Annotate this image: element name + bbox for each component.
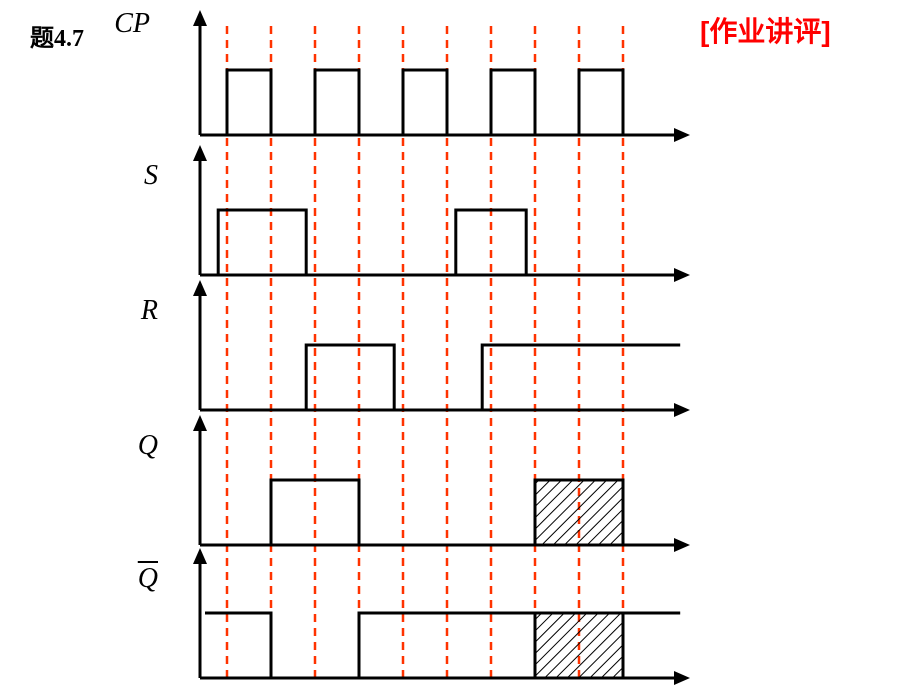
signal-label-R: R xyxy=(98,295,158,327)
signal-label-CP: CP xyxy=(90,8,150,40)
signal-label-Qbar: Q xyxy=(98,563,158,595)
signal-label-S: S xyxy=(98,160,158,192)
signal-label-Q: Q xyxy=(98,430,158,462)
canvas: 题4.7 [作业讲评] CPSRQQ xyxy=(0,0,920,690)
